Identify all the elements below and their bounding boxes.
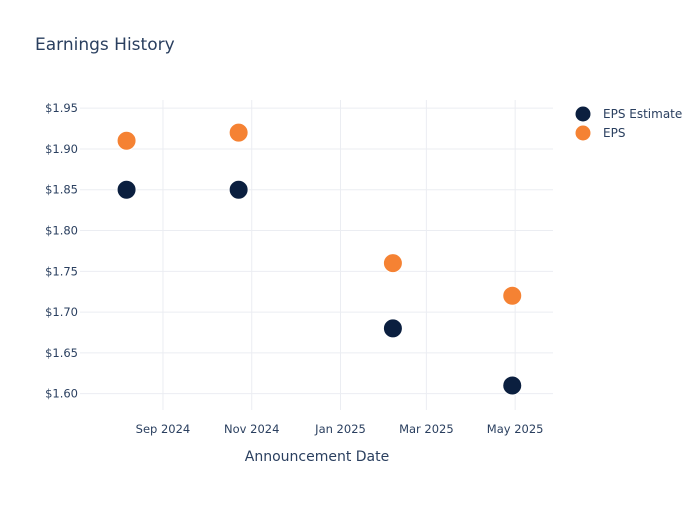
eps-point [116, 130, 137, 151]
y-tick-label: $1.70 [45, 305, 78, 319]
x-tick-label: Nov 2024 [224, 422, 279, 436]
eps-point [502, 285, 523, 306]
y-tick-label: $1.90 [45, 142, 78, 156]
eps-estimate-point [228, 179, 249, 200]
y-tick-label: $1.80 [45, 224, 78, 238]
legend-marker-eps-estimate [575, 106, 591, 122]
legend: EPS Estimate EPS [575, 106, 682, 141]
chart-title: Earnings History [35, 35, 175, 55]
eps-estimate-point [502, 375, 523, 396]
eps-point [228, 122, 249, 143]
eps-estimate-point [116, 179, 137, 200]
x-axis-ticks: Sep 2024 Nov 2024 Jan 2025 Mar 2025 May 2025 [136, 422, 544, 436]
legend-label-eps-estimate: EPS Estimate [603, 107, 682, 121]
grid [80, 100, 553, 410]
x-tick-label: Sep 2024 [136, 422, 191, 436]
y-tick-label: $1.65 [45, 346, 78, 360]
y-tick-label: $1.95 [45, 101, 78, 115]
y-tick-label: $1.75 [45, 264, 78, 278]
x-tick-label: Mar 2025 [399, 422, 454, 436]
y-tick-label: $1.85 [45, 183, 78, 197]
legend-label-eps: EPS [603, 126, 625, 140]
x-axis-title: Announcement Date [245, 449, 389, 465]
y-axis-ticks: $1.60 $1.65 $1.70 $1.75 $1.80 $1.85 $1.90 $1.95 [45, 101, 78, 401]
x-tick-label: Jan 2025 [314, 422, 366, 436]
data-points [116, 122, 523, 396]
eps-point [382, 253, 403, 274]
x-tick-label: May 2025 [487, 422, 544, 436]
y-tick-label: $1.60 [45, 387, 78, 401]
eps-estimate-point [382, 318, 403, 339]
legend-marker-eps [575, 125, 591, 141]
